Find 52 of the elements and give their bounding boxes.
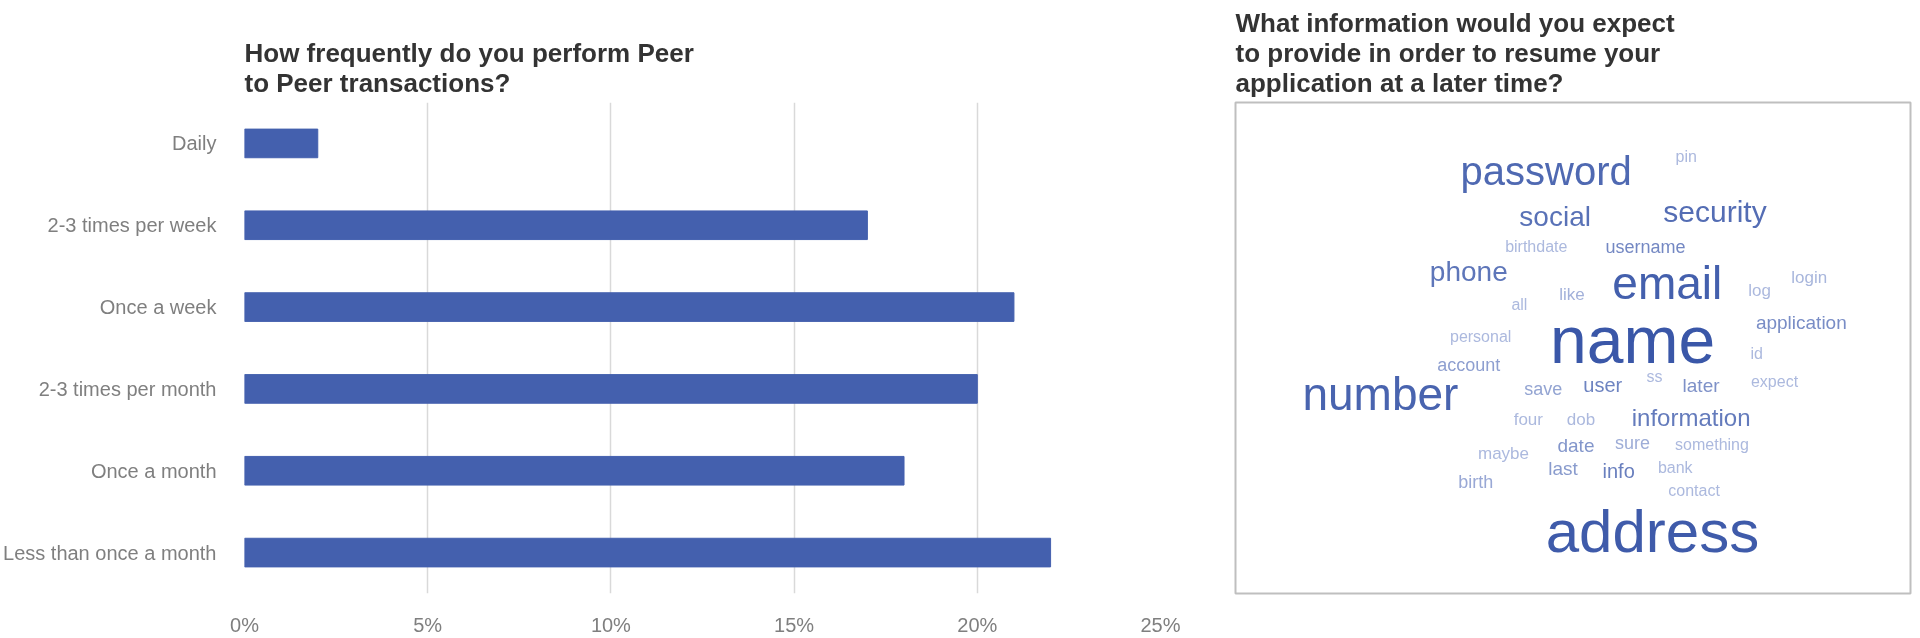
text: date [1557, 435, 1595, 457]
bar [244, 210, 868, 241]
text: application [1755, 312, 1847, 334]
bar [244, 128, 319, 159]
text: pin [1675, 147, 1697, 165]
text: id [1750, 344, 1763, 362]
y-tick-label: 2-3 times per month [38, 377, 217, 400]
text: information [1631, 403, 1751, 431]
text: social [1519, 201, 1591, 233]
x-tick-label: 25% [1140, 613, 1181, 636]
text: last [1548, 458, 1579, 480]
text: username [1605, 237, 1686, 258]
bar [244, 374, 978, 404]
text: phone [1429, 255, 1508, 287]
text: password [1460, 148, 1632, 193]
text: all [1511, 296, 1528, 314]
x-tick-label: 15% [774, 613, 815, 636]
chart-title: How frequently do you perform Peer to Peer transactions? [244, 37, 694, 98]
text: sure [1615, 433, 1651, 454]
text: security [1663, 195, 1767, 229]
text: log [1748, 280, 1771, 300]
text: four [1513, 409, 1544, 429]
y-tick-label: Daily [172, 132, 217, 155]
text: later [1682, 375, 1721, 397]
text: save [1524, 378, 1563, 399]
text: something [1675, 436, 1749, 454]
y-tick-label: Once a month [90, 459, 217, 482]
x-tick-label: 10% [590, 613, 632, 636]
bar [244, 455, 905, 486]
text: dob [1566, 409, 1596, 429]
text: bank [1657, 459, 1694, 477]
text: like [1559, 284, 1585, 304]
x-tick-label: 20% [957, 613, 998, 636]
text: personal [1450, 327, 1512, 345]
y-tick-label: 2-3 times per week [47, 214, 218, 237]
bar [244, 537, 1052, 568]
text: address [1545, 498, 1760, 566]
text: birth [1458, 472, 1494, 493]
text: info [1602, 459, 1635, 482]
x-tick-label: 0% [230, 613, 260, 636]
y-tick-label: Less than once a month [3, 541, 217, 564]
text: email [1612, 256, 1723, 309]
text: contact [1668, 482, 1721, 500]
y-tick-label: Once a week [99, 296, 218, 319]
text: birthdate [1505, 237, 1568, 255]
text: What information would you expect to provide in order to resume your application at a later time? [1235, 7, 1675, 98]
x-tick-label: 5% [413, 613, 443, 636]
bar [244, 292, 1015, 322]
text: maybe [1478, 444, 1530, 464]
text: expect [1750, 373, 1799, 391]
text: user [1583, 373, 1623, 396]
text: login [1791, 268, 1828, 288]
